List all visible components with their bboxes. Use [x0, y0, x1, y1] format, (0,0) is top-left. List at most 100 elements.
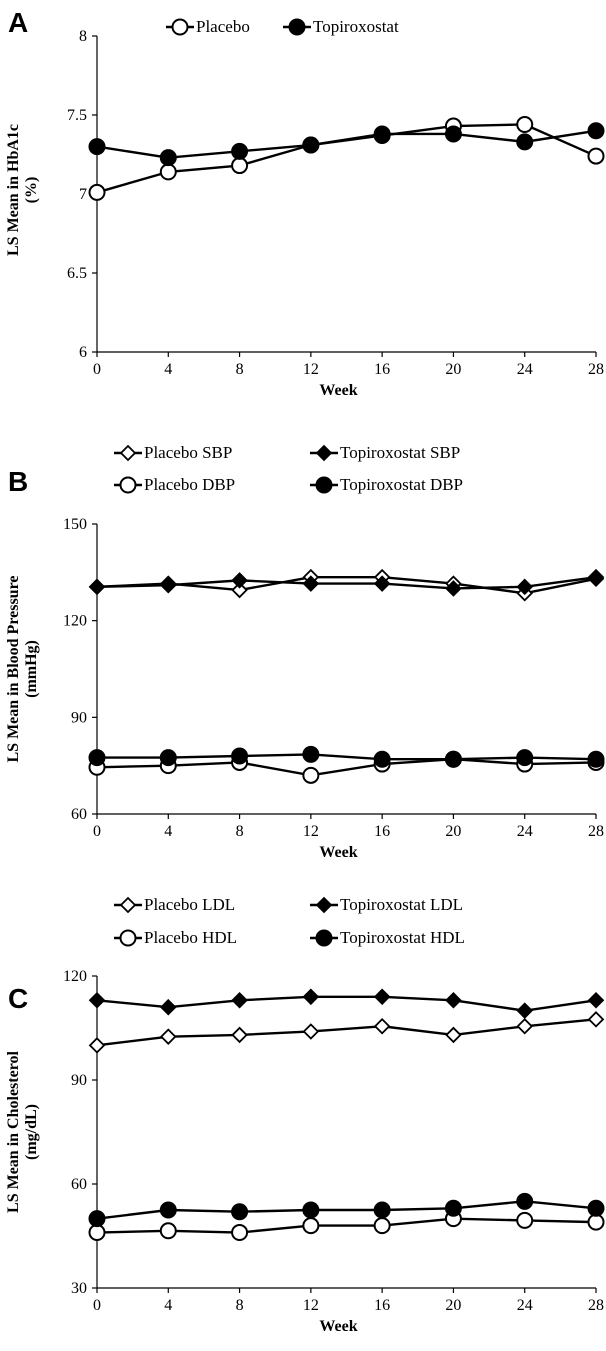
- series-line-placebo-dbp: [96, 758, 597, 777]
- data-point: [516, 1002, 533, 1019]
- x-tick-label: 12: [303, 361, 319, 378]
- x-tick-label: 8: [236, 361, 244, 378]
- y-axis-title-line: (%): [23, 177, 40, 204]
- data-point: [159, 149, 177, 167]
- data-point: [587, 750, 605, 768]
- data-point: [587, 991, 605, 1009]
- data-point: [88, 183, 106, 201]
- data-point: [373, 750, 391, 768]
- data-point: [516, 1192, 534, 1210]
- data-point: [302, 988, 320, 1006]
- legend-marker: [315, 444, 333, 462]
- data-point: [373, 575, 391, 592]
- legend-label: Topiroxostat HDL: [340, 928, 465, 947]
- x-tick-label: 20: [445, 1297, 461, 1314]
- y-tick-label: 150: [63, 516, 87, 533]
- legend-label: Placebo SBP: [144, 443, 232, 462]
- data-point: [160, 998, 177, 1016]
- data-point: [88, 578, 106, 596]
- data-point: [445, 991, 462, 1009]
- x-tick-label: 0: [93, 823, 101, 840]
- y-axis-title-line: LS Mean in Cholesterol: [5, 1050, 22, 1212]
- data-point: [516, 1211, 534, 1229]
- data-point: [160, 1028, 177, 1045]
- data-point: [587, 147, 605, 165]
- legend-label: Topiroxostat: [313, 17, 399, 36]
- data-point: [88, 1037, 106, 1054]
- legend-label: Topiroxostat SBP: [340, 443, 460, 462]
- x-tick-label: 24: [517, 1297, 533, 1314]
- data-point: [373, 1217, 391, 1235]
- data-point: [160, 576, 177, 594]
- legend-marker: [119, 476, 137, 494]
- legend-label: Placebo HDL: [144, 928, 237, 947]
- y-tick-label: 120: [63, 613, 87, 630]
- legend-label: Topiroxostat DBP: [340, 475, 463, 494]
- x-tick-label: 0: [93, 361, 101, 378]
- x-tick-label: 28: [588, 1297, 604, 1314]
- data-point: [587, 1011, 605, 1028]
- data-point: [88, 1210, 106, 1228]
- data-point: [159, 1222, 177, 1240]
- data-point: [444, 125, 462, 143]
- data-point: [587, 1213, 605, 1231]
- legend-marker: [119, 444, 137, 462]
- data-point: [231, 1224, 249, 1242]
- x-tick-label: 4: [164, 361, 172, 378]
- data-point: [88, 1224, 106, 1242]
- data-point: [516, 133, 534, 151]
- x-axis-title: Week: [319, 844, 357, 861]
- series-line-topiroxostat-ldl: [96, 995, 597, 1012]
- data-point: [445, 1026, 462, 1044]
- x-tick-label: 24: [517, 823, 533, 840]
- panel-letter: B: [8, 466, 28, 497]
- y-axis-title-line: (mmHg): [23, 640, 40, 698]
- data-point: [302, 1217, 320, 1235]
- x-tick-label: 12: [303, 823, 319, 840]
- series-line-placebo-hdl: [96, 1217, 597, 1234]
- y-tick-label: 60: [71, 806, 87, 823]
- data-point: [302, 136, 320, 154]
- data-point: [373, 1201, 391, 1219]
- legend-label: Placebo: [196, 17, 250, 36]
- y-tick-label: 90: [71, 1072, 87, 1089]
- data-point: [88, 991, 106, 1009]
- data-point: [516, 749, 534, 767]
- y-tick-label: 90: [71, 709, 87, 726]
- data-point: [302, 1023, 320, 1040]
- series-line-topiroxostat-hdl: [96, 1200, 597, 1220]
- legend-label: Topiroxostat LDL: [340, 895, 463, 914]
- data-point: [231, 572, 248, 589]
- data-point: [373, 1017, 391, 1035]
- series-line-topiroxostat: [96, 129, 597, 159]
- y-axis-title: LS Mean in Blood Pressure(mmHg): [5, 576, 40, 763]
- y-tick-label: 8: [79, 28, 87, 45]
- data-point: [159, 749, 177, 767]
- y-tick-label: 120: [63, 968, 87, 985]
- y-tick-label: 6: [79, 344, 87, 361]
- x-tick-label: 28: [588, 823, 604, 840]
- data-point: [587, 1199, 605, 1217]
- data-point: [231, 1203, 249, 1221]
- y-axis-title-line: LS Mean in Blood Pressure: [5, 576, 22, 763]
- y-tick-label: 30: [71, 1280, 87, 1297]
- legend-marker: [315, 896, 333, 914]
- legend-label: Placebo DBP: [144, 475, 235, 494]
- panel-a: A 6 6.5 7 7.5 8 0 4 8 12 16 20 24 28 Week LS Mean in Hb…: [5, 7, 605, 399]
- panel-letter: C: [8, 983, 28, 1014]
- data-point: [302, 745, 320, 763]
- data-point: [587, 568, 605, 586]
- x-tick-label: 12: [303, 1297, 319, 1314]
- legend-marker: [119, 896, 137, 914]
- data-point: [516, 578, 533, 596]
- data-point: [231, 747, 249, 765]
- data-point: [88, 749, 106, 767]
- data-point: [88, 138, 106, 156]
- data-point: [231, 1026, 248, 1044]
- panel-b: B 60 90 120 150 0 4 8 12 16 20 24 28 Week LS Mean in B…: [5, 443, 605, 861]
- x-tick-label: 8: [236, 823, 244, 840]
- x-axis-title: Week: [319, 382, 357, 399]
- data-point: [159, 163, 177, 181]
- y-axis-title: LS Mean in HbA1c(%): [5, 124, 40, 256]
